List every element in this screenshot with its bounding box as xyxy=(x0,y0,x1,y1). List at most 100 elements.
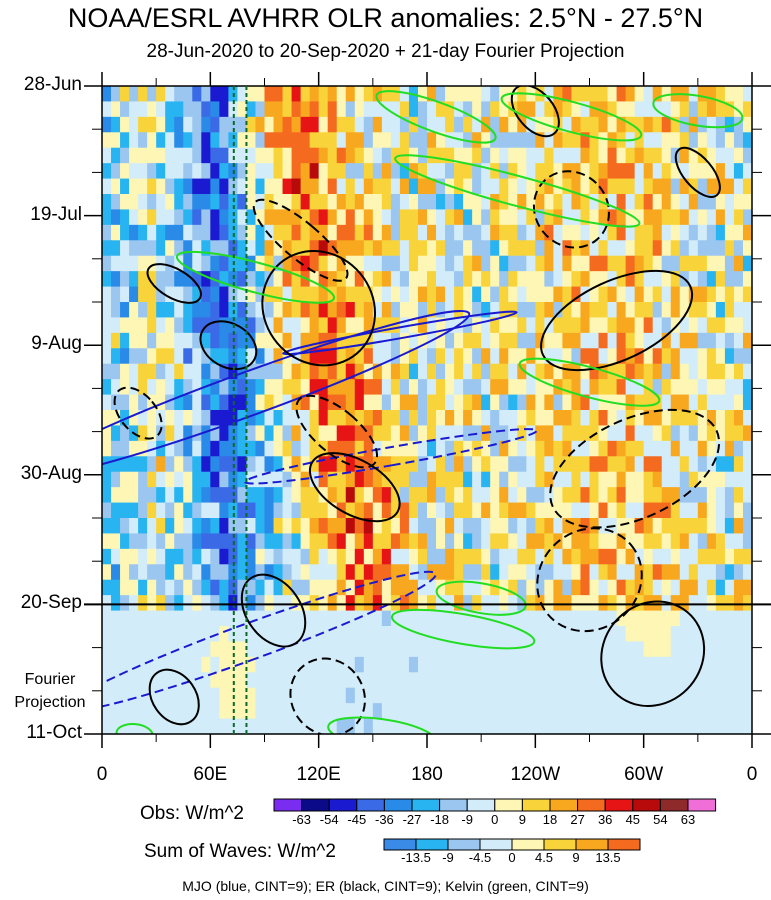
heatmap-cell xyxy=(129,363,139,380)
heatmap-cell xyxy=(219,518,229,535)
heatmap-cell xyxy=(661,410,672,427)
heatmap-cell xyxy=(129,317,139,334)
heatmap-cell xyxy=(715,194,726,211)
heatmap-cell xyxy=(399,317,410,334)
heatmap-cell xyxy=(183,518,193,535)
heatmap-cell xyxy=(282,672,293,689)
heatmap-cell xyxy=(598,471,609,488)
heatmap-cell xyxy=(417,456,428,473)
heatmap-cell xyxy=(544,548,554,565)
heatmap-cell xyxy=(237,240,248,257)
heatmap-cell xyxy=(120,317,130,334)
heatmap-cell xyxy=(724,564,735,581)
heatmap-cell xyxy=(616,487,627,504)
heatmap-cell xyxy=(300,255,311,272)
heatmap-cell xyxy=(589,456,600,473)
heatmap-cell xyxy=(372,518,383,535)
heatmap-cell xyxy=(165,379,175,396)
heatmap-cell xyxy=(354,178,365,195)
heatmap-cell xyxy=(715,86,726,103)
heatmap-cell xyxy=(715,595,726,612)
heatmap-cell xyxy=(129,255,139,272)
heatmap-cell xyxy=(102,163,112,180)
heatmap-cell xyxy=(138,348,148,365)
heatmap-cell xyxy=(147,271,157,288)
heatmap-cell xyxy=(390,487,401,504)
heatmap-cell xyxy=(463,487,473,504)
colorbar-swatch xyxy=(479,838,513,851)
heatmap-cell xyxy=(300,348,311,365)
heatmap-cell xyxy=(733,410,744,427)
heatmap-cell xyxy=(192,502,202,519)
heatmap-cell xyxy=(625,425,636,442)
heatmap-cell xyxy=(598,163,609,180)
heatmap-cell xyxy=(102,302,112,319)
heatmap-cell xyxy=(562,116,573,133)
heatmap-cell xyxy=(174,425,184,442)
heatmap-cell xyxy=(634,116,645,133)
heatmap-cell xyxy=(499,425,509,442)
heatmap-cell xyxy=(706,317,717,334)
heatmap-cell xyxy=(490,564,500,581)
heatmap-cell xyxy=(111,147,121,164)
heatmap-cell xyxy=(255,147,266,164)
heatmap-cell xyxy=(598,286,609,303)
heatmap-cell xyxy=(219,394,229,411)
heatmap-cell xyxy=(210,440,220,457)
heatmap-cell xyxy=(634,332,645,349)
heatmap-cell xyxy=(661,656,672,673)
heatmap-cell xyxy=(156,194,166,211)
heatmap-cell xyxy=(679,656,690,673)
heatmap-cell xyxy=(264,302,275,319)
heatmap-cell xyxy=(724,379,735,396)
heatmap-cell xyxy=(616,548,627,565)
heatmap-cell xyxy=(697,703,708,720)
heatmap-cell xyxy=(408,363,419,380)
heatmap-cell xyxy=(129,641,139,658)
heatmap-cell xyxy=(417,379,428,396)
heatmap-cell xyxy=(724,410,735,427)
heatmap-cell xyxy=(580,209,591,226)
heatmap-cell xyxy=(697,178,708,195)
colorbar-swatch xyxy=(577,798,606,812)
heatmap-cell xyxy=(427,672,437,689)
heatmap-cell xyxy=(156,579,166,596)
heatmap-cell xyxy=(634,132,645,149)
heatmap-cell xyxy=(408,348,419,365)
heatmap-cell xyxy=(309,564,320,581)
heatmap-cell xyxy=(138,286,148,303)
heatmap-cell xyxy=(318,656,329,673)
heatmap-cell xyxy=(102,116,112,133)
heatmap-cell xyxy=(481,626,491,643)
heatmap-cell xyxy=(219,440,229,457)
heatmap-cell xyxy=(300,410,311,427)
heatmap-cell xyxy=(607,703,618,720)
heatmap-cell xyxy=(165,440,175,457)
heatmap-cell xyxy=(553,518,564,535)
heatmap-cell xyxy=(147,548,157,565)
heatmap-cell xyxy=(607,302,618,319)
heatmap-cell xyxy=(427,194,437,211)
heatmap-cell xyxy=(246,626,257,643)
heatmap-cell xyxy=(291,703,302,720)
colorbar-swatch xyxy=(575,838,609,851)
heatmap-cell xyxy=(616,224,627,241)
heatmap-cell xyxy=(408,564,419,581)
heatmap-cell xyxy=(156,502,166,519)
heatmap-cell xyxy=(417,518,428,535)
heatmap-cell xyxy=(264,518,275,535)
heatmap-cell xyxy=(219,687,229,704)
heatmap-cell xyxy=(282,271,293,288)
heatmap-cell xyxy=(697,348,708,365)
heatmap-cell xyxy=(688,132,699,149)
heatmap-cell xyxy=(399,440,410,457)
heatmap-cell xyxy=(571,533,582,550)
heatmap-cell xyxy=(427,132,437,149)
heatmap-cell xyxy=(445,363,455,380)
heatmap-cell xyxy=(697,101,708,118)
heatmap-cell xyxy=(219,286,229,303)
heatmap-cell xyxy=(625,548,636,565)
heatmap-cell xyxy=(219,487,229,504)
heatmap-cell xyxy=(427,641,437,658)
heatmap-cell xyxy=(174,672,184,689)
